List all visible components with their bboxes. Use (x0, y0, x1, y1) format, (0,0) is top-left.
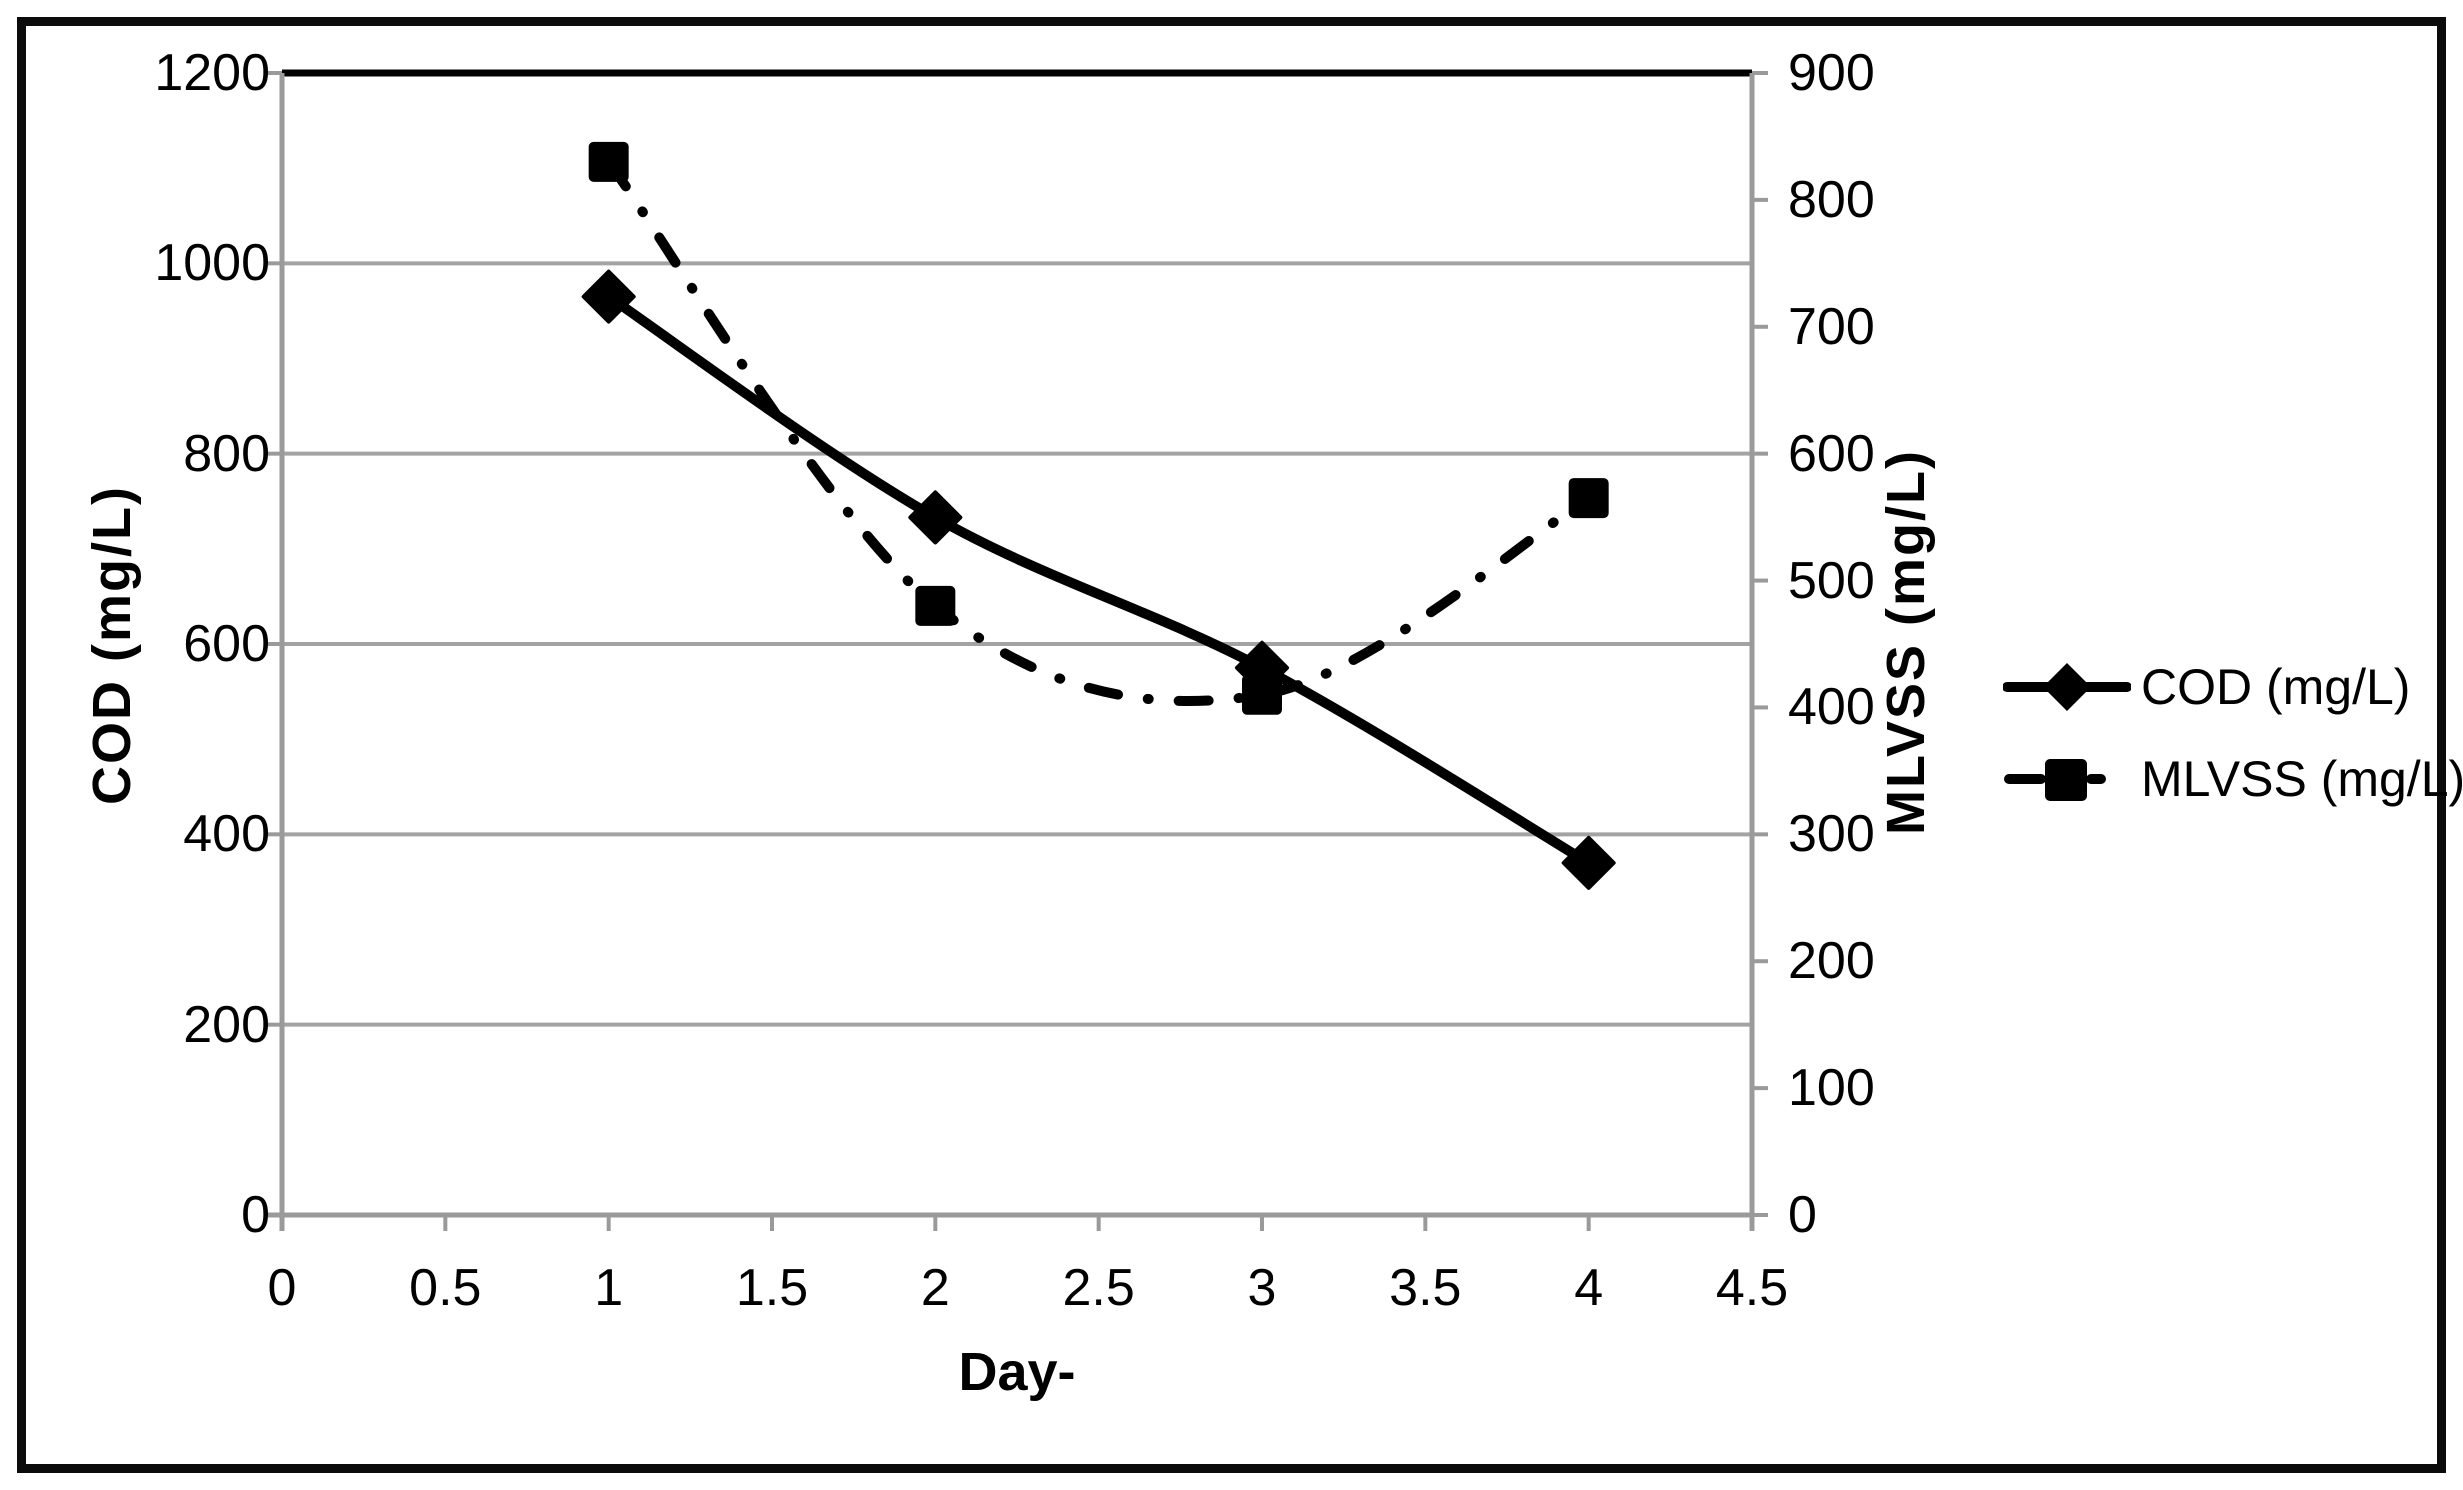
tick-label: 800 (1788, 170, 1875, 229)
tick-label: 700 (1788, 297, 1875, 356)
tick-label: 200 (183, 995, 270, 1054)
legend-item-mlvss: MLVSS (mg/L) (2003, 747, 2463, 811)
tick-label: 4.5 (1715, 1259, 1789, 1317)
y-axis-right-title: MLVSS (mg/L) (1876, 449, 1936, 835)
diamond-marker (908, 490, 963, 545)
cod-solid-line-diamond-icon (2003, 663, 2131, 711)
legend-label-cod: COD (mg/L) (2141, 659, 2411, 715)
mlvss-dash-dot-square-icon (2004, 759, 2106, 801)
tick-label: 0 (241, 1186, 270, 1244)
tick-label: 0 (1788, 1186, 1817, 1244)
tick-label: 800 (183, 424, 270, 483)
tick-label: 600 (1788, 424, 1875, 483)
tick-label: 200 (1788, 932, 1875, 991)
legend-label-mlvss: MLVSS (mg/L) (2141, 751, 2463, 807)
tick-label: 0.5 (409, 1259, 482, 1317)
legend: COD (mg/L) MLVSS (mg/L) (2003, 655, 2463, 811)
tick-label: 2.5 (1062, 1259, 1135, 1317)
tick-label: 1.5 (735, 1259, 809, 1317)
tick-label: 900 (1788, 44, 1875, 102)
tick-label: 1 (594, 1259, 624, 1317)
series-line-right (603, 156, 1594, 706)
tick-label: 500 (1788, 551, 1875, 610)
tick-label: 1200 (154, 44, 270, 102)
square-marker (1568, 478, 1609, 519)
diamond-marker (1561, 835, 1616, 890)
tick-label: 3 (1247, 1259, 1277, 1317)
tick-label: 1000 (154, 234, 270, 293)
square-marker (1242, 674, 1282, 715)
square-marker (588, 141, 629, 182)
y-axis-left-title: COD (mg/L) (82, 485, 142, 805)
x-axis-title: Day- (958, 1342, 1076, 1402)
tick-label: 400 (183, 805, 270, 864)
tick-label: 600 (183, 615, 270, 673)
tick-label: 2 (920, 1259, 950, 1317)
tick-label: 400 (1788, 678, 1875, 737)
tick-label: 100 (1788, 1059, 1875, 1118)
square-marker (915, 585, 956, 626)
diamond-marker (581, 269, 636, 324)
series-line-left (603, 291, 1594, 868)
tick-label: 4 (1574, 1259, 1604, 1317)
tick-label: 300 (1788, 805, 1875, 864)
tick-label: 3.5 (1389, 1259, 1462, 1317)
tick-label: 0 (267, 1259, 297, 1317)
legend-item-cod: COD (mg/L) (2003, 655, 2463, 719)
